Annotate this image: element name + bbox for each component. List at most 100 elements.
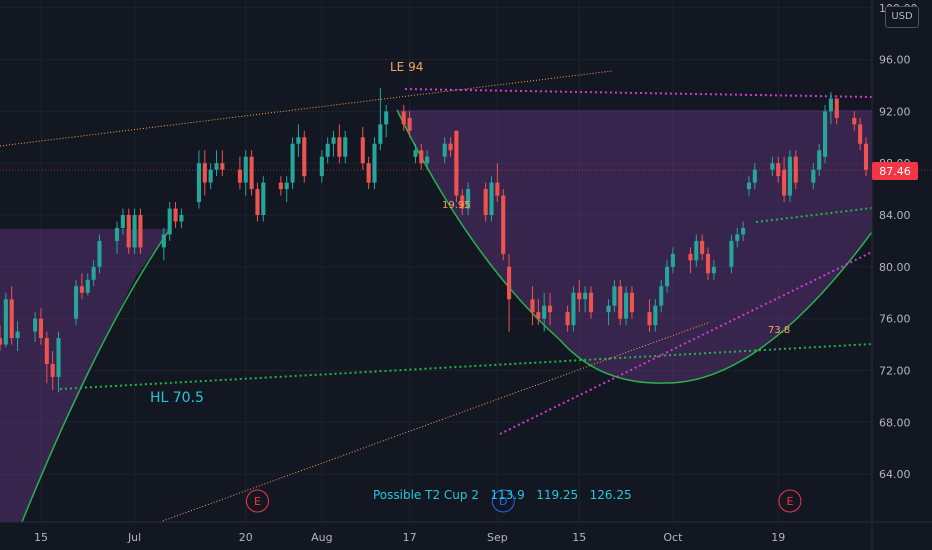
hl-annotation: HL 70.5	[150, 390, 204, 406]
candle	[91, 260, 96, 287]
currency-button[interactable]: USD	[885, 6, 919, 28]
candle	[705, 247, 711, 280]
candle	[9, 286, 14, 345]
candle	[401, 104, 406, 131]
candle	[50, 351, 55, 390]
candle	[454, 130, 459, 203]
candle	[787, 150, 792, 203]
hl-support-line	[59, 343, 873, 390]
left-arc-line	[21, 228, 171, 523]
candle	[659, 279, 664, 313]
candle	[770, 156, 775, 177]
candle	[97, 234, 102, 274]
candle	[565, 305, 570, 332]
candle	[618, 279, 623, 326]
candle	[15, 321, 20, 352]
candle	[542, 292, 547, 332]
candle	[688, 247, 693, 274]
candle	[670, 247, 675, 274]
candle	[243, 150, 248, 196]
x-tick-label: 15	[572, 531, 586, 544]
candle	[255, 182, 260, 222]
candle	[782, 156, 787, 203]
candle	[319, 150, 324, 183]
event-marker[interactable]: E	[245, 489, 269, 513]
x-tick-label: 17	[403, 531, 417, 544]
x-tick-label: Sep	[487, 531, 508, 544]
candle	[466, 182, 471, 216]
candle	[483, 182, 488, 222]
candle	[214, 150, 219, 177]
candle	[79, 273, 84, 300]
candle	[665, 260, 670, 293]
resistance-line	[404, 88, 873, 98]
candle	[752, 163, 757, 190]
cup-target-annotation: Possible T2 Cup 2 113.9 119.25 126.25	[373, 488, 632, 502]
candle	[419, 143, 424, 170]
candle	[173, 202, 178, 228]
price-axis[interactable]: 64.0068.0072.0076.0080.0084.0088.0092.00…	[871, 0, 918, 550]
candle	[547, 292, 553, 326]
x-tick-label: Oct	[663, 531, 683, 544]
event-label: E	[254, 495, 261, 508]
candle	[284, 176, 289, 203]
y-tick-label: 92.00	[879, 105, 911, 118]
candle	[606, 299, 611, 326]
candle	[793, 150, 798, 190]
event-marker[interactable]: D	[491, 489, 515, 513]
candle	[161, 227, 166, 261]
candle	[372, 137, 377, 190]
candle	[3, 292, 8, 348]
candle	[331, 130, 336, 157]
candle	[413, 143, 418, 164]
x-tick-label: Aug	[311, 531, 332, 544]
candle	[776, 156, 781, 183]
last-price-label: 87.46	[872, 162, 918, 180]
candle	[612, 279, 617, 313]
rising-trendline	[499, 251, 873, 435]
y-tick-label: 72.00	[879, 364, 911, 377]
candle	[571, 286, 576, 332]
y-tick-label: 64.00	[879, 468, 911, 481]
candle	[729, 234, 734, 274]
candle	[448, 137, 453, 157]
candle	[828, 91, 833, 125]
candle	[337, 124, 342, 164]
candle	[530, 286, 535, 326]
event-marker[interactable]: E	[778, 489, 802, 513]
candle	[202, 150, 207, 196]
candle	[261, 176, 266, 222]
candle	[296, 124, 301, 157]
candle	[278, 176, 283, 196]
pattern-regions	[0, 110, 872, 522]
candle	[495, 163, 500, 203]
x-tick-label: 15	[34, 531, 48, 544]
candle	[114, 221, 120, 254]
candle	[407, 111, 412, 138]
candle	[735, 227, 740, 248]
candle	[425, 150, 430, 170]
candle	[577, 279, 582, 313]
candle	[694, 234, 699, 267]
candle	[834, 98, 839, 125]
candle	[325, 137, 330, 164]
time-axis[interactable]: 15 Jul 20 Aug 17 Sep 15 Oct 19	[0, 521, 932, 544]
candle	[167, 202, 172, 241]
x-tick-label: Jul	[127, 531, 141, 544]
candle	[460, 189, 465, 216]
candle	[384, 104, 389, 138]
candle	[442, 137, 447, 164]
candle	[624, 286, 629, 326]
left-cup-region	[0, 229, 170, 522]
candle	[507, 253, 512, 332]
candle	[0, 325, 3, 352]
candle	[501, 189, 506, 261]
upper-trendline	[0, 70, 613, 147]
candlestick-series	[0, 88, 869, 393]
candle	[711, 260, 716, 280]
cup-curve-line	[396, 109, 873, 384]
candle	[38, 308, 44, 345]
candle	[44, 331, 49, 384]
